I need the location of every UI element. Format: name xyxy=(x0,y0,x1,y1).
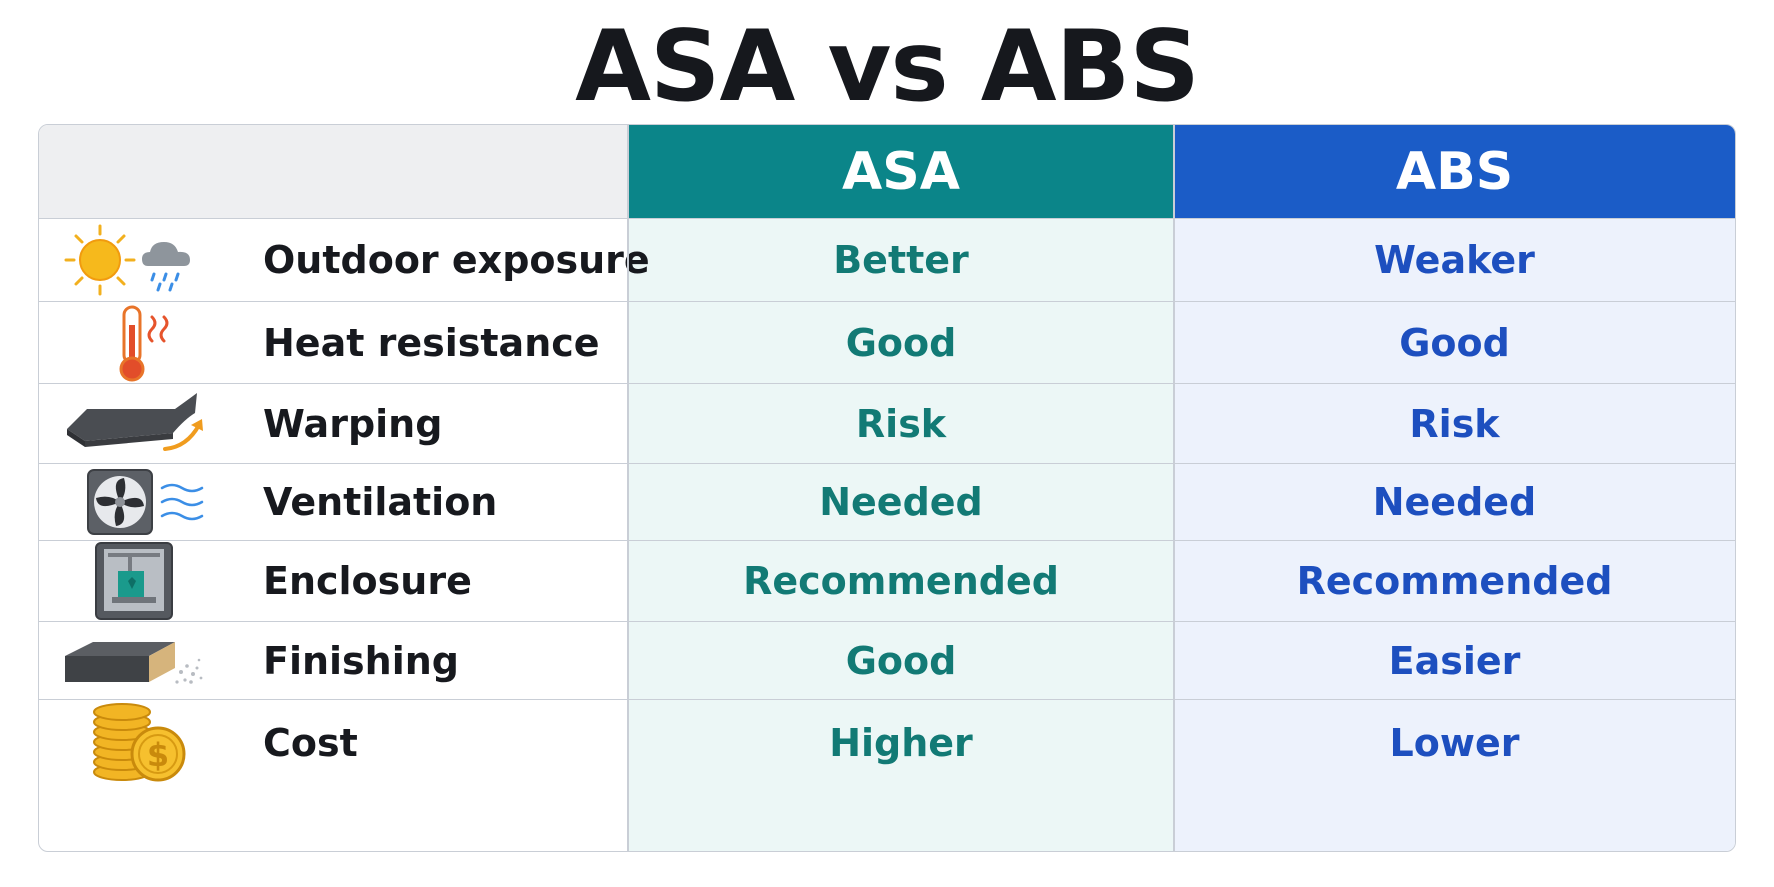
sanded-block-icon xyxy=(57,622,217,699)
table-row: $ Cost Higher Lower xyxy=(39,699,1735,851)
row-label: Enclosure xyxy=(263,559,472,603)
table-row: Ventilation Needed Needed xyxy=(39,463,1735,540)
asa-value: Needed xyxy=(819,480,983,524)
asa-value: Recommended xyxy=(743,559,1059,603)
row-label: Warping xyxy=(263,401,443,446)
row-label: Finishing xyxy=(263,638,460,683)
abs-value: Needed xyxy=(1372,480,1537,524)
page-title: ASA vs ABS xyxy=(575,10,1200,124)
svg-text:$: $ xyxy=(147,736,169,774)
abs-value: Recommended xyxy=(1296,559,1613,603)
abs-value: Weaker xyxy=(1374,238,1535,282)
row-label: Cost xyxy=(263,721,358,765)
row-label: Ventilation xyxy=(263,480,498,524)
table-row: Outdoor exposure Better Weaker xyxy=(39,218,1735,301)
asa-value: Good xyxy=(845,638,957,683)
abs-value: Good xyxy=(1399,320,1510,365)
thermometer-icon xyxy=(57,302,217,383)
header-asa: ASA xyxy=(628,125,1174,218)
table-row: Warping Risk Risk xyxy=(39,383,1735,463)
coins-icon: $ xyxy=(57,700,217,786)
printer-enclosure-icon xyxy=(57,541,217,621)
abs-column-bg xyxy=(1174,218,1735,851)
abs-value: Risk xyxy=(1409,401,1500,446)
row-label: Outdoor exposure xyxy=(263,238,650,282)
comparison-table: ASA ABS Outdoor exposure Bet xyxy=(38,124,1736,852)
header-abs: ABS xyxy=(1174,125,1735,218)
sun-rain-icon xyxy=(57,219,217,301)
asa-value: Better xyxy=(833,238,969,282)
asa-value: Risk xyxy=(855,401,947,446)
row-label: Heat resistance xyxy=(263,320,600,365)
table-row: Heat resistance Good Good xyxy=(39,301,1735,383)
header-blank-cell xyxy=(39,125,628,219)
asa-column-bg xyxy=(628,218,1174,851)
table-row: Enclosure Recommended Recommended xyxy=(39,540,1735,621)
column-divider xyxy=(627,125,629,851)
fan-icon xyxy=(57,464,217,540)
warped-sheet-icon xyxy=(57,384,217,463)
asa-value: Good xyxy=(845,320,957,365)
asa-value: Higher xyxy=(829,721,973,765)
table-row: Finishing Good Easier xyxy=(39,621,1735,699)
abs-value: Easier xyxy=(1388,638,1521,683)
abs-value: Lower xyxy=(1389,721,1520,765)
column-divider xyxy=(1173,125,1175,851)
